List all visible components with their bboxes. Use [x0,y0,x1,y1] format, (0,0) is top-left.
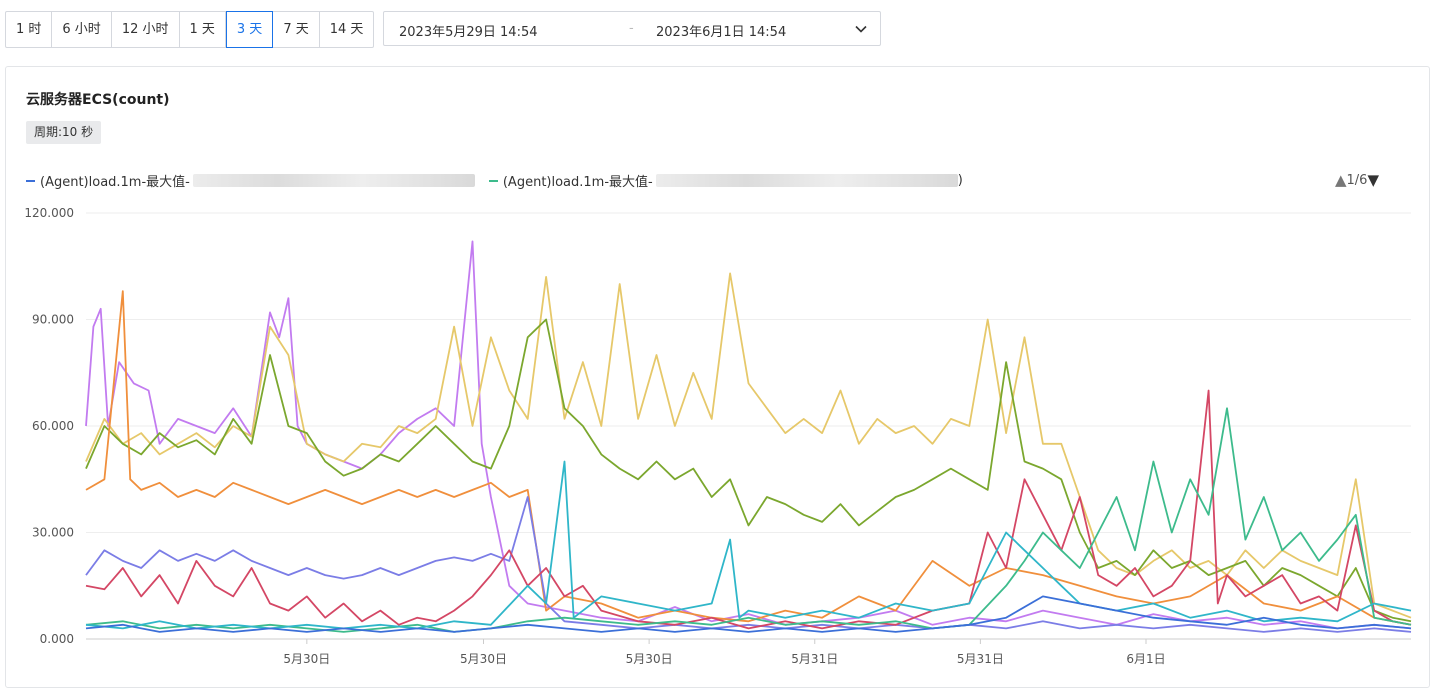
y-tick-label: 120.000 [24,206,74,220]
series-line-6 [85,389,1412,630]
legend-item-1[interactable]: (Agent)load.1m-最大值- [26,171,475,190]
y-tick-label: 60.000 [32,419,74,433]
legend-label-2: (Agent)load.1m-最大值- [502,175,653,190]
line-chart: 0.000 30.000 60.000 90.000 120.000 5月30日 5月30日… [24,206,1412,666]
page-up-icon[interactable]: ▲ [1334,171,1347,189]
range-1h-button[interactable]: 1 时 [6,12,53,47]
series-line-7 [85,407,1412,633]
time-range-group: 1 时 6 小时 12 小时 1 天 3 天 7 天 14 天 [5,11,375,48]
y-tick-label: 90.000 [32,313,74,327]
x-tick-label: 5月30日 [460,652,507,666]
y-tick-label: 30.000 [32,526,74,540]
legend-swatch-1 [26,179,35,182]
x-tick-label: 5月31日 [791,652,838,666]
range-3d-button[interactable]: 3 天 [225,11,274,48]
legend-pager: ▲ 1/6 ▼ [1335,171,1379,189]
legend-redacted-1 [192,174,475,187]
panel-title: 云服务器ECS(count) [26,92,170,108]
date-end: 2023年6月1日 14:54 [656,25,787,40]
x-tick-label: 6月1日 [1126,652,1165,666]
x-tick-label: 5月31日 [957,652,1004,666]
legend-swatch-2 [488,179,498,182]
y-tick-label: 0.000 [40,632,74,646]
date-start: 2023年5月29日 14:54 [399,25,538,40]
legend-close-paren-2: ) [957,173,963,188]
range-6h-button[interactable]: 6 小时 [52,12,112,47]
range-7d-button[interactable]: 7 天 [273,12,320,47]
legend-item-2[interactable]: (Agent)load.1m-最大值- ) [488,171,963,190]
period-badge: 周期:10 秒 [26,121,102,144]
range-12h-button[interactable]: 12 小时 [112,12,180,47]
page-indicator: 1/6 [1346,172,1368,188]
series-line-2 [85,272,1412,619]
legend-label-1: (Agent)load.1m-最大值- [40,175,190,190]
chart-legend: (Agent)load.1m-最大值- (Agent)load.1m-最大值- … [26,171,977,190]
x-tick-label: 5月30日 [283,652,330,666]
page-down-icon[interactable]: ▼ [1367,171,1379,189]
chart-panel: 云服务器ECS(count) 周期:10 秒 (Agent)load.1m-最大… [5,66,1430,688]
date-range-picker[interactable]: 2023年5月29日 14:54 - 2023年6月1日 14:54 [383,11,881,46]
x-tick-label: 5月30日 [626,652,673,666]
series-line-9 [85,595,1412,633]
date-separator: - [629,21,634,36]
series-line-1 [85,240,1412,630]
series-line-4 [85,290,1412,626]
range-1d-button[interactable]: 1 天 [180,12,226,47]
range-14d-button[interactable]: 14 天 [329,22,364,37]
legend-redacted-2 [655,174,958,187]
series-line-5 [85,496,1412,633]
chevron-down-icon[interactable] [854,22,868,36]
